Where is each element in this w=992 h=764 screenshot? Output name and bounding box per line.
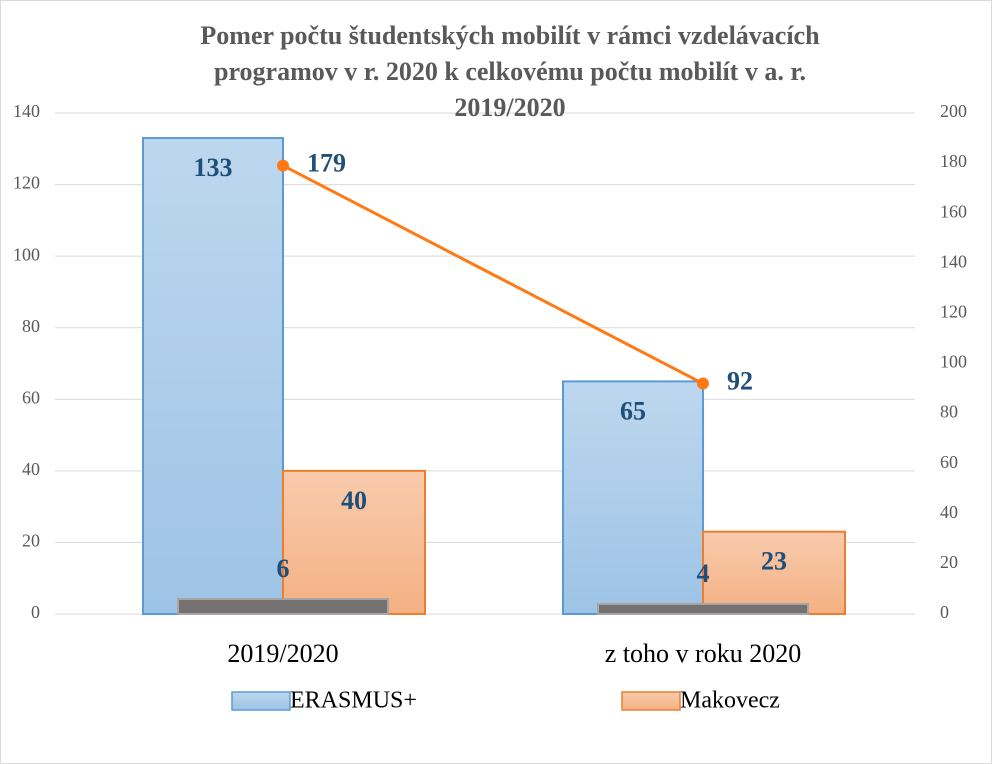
data-label: 6 — [277, 554, 290, 583]
y2-tick-label: 140 — [940, 251, 967, 271]
bar — [177, 597, 389, 615]
y-tick-label: 60 — [22, 387, 40, 407]
y2-tick-label: 60 — [940, 452, 958, 472]
data-label: 65 — [620, 396, 646, 425]
y-tick-label: 140 — [13, 101, 40, 121]
legend-swatch — [621, 691, 681, 711]
chart-title: programov v r. 2020 k celkovému počtu mo… — [214, 57, 806, 86]
data-label: 92 — [727, 367, 753, 396]
chart-title: 2019/2020 — [454, 93, 565, 122]
y2-tick-label: 160 — [940, 201, 967, 221]
y-tick-label: 100 — [13, 244, 40, 264]
y-tick-label: 0 — [31, 602, 40, 622]
data-label: 179 — [307, 149, 346, 178]
bar — [702, 530, 846, 616]
legend-swatch — [231, 691, 291, 711]
data-label: 4 — [697, 559, 710, 588]
y-tick-label: 120 — [13, 173, 40, 193]
line-point — [697, 377, 709, 390]
y2-tick-label: 80 — [940, 402, 958, 422]
data-label: 40 — [341, 486, 367, 515]
chart-title: Pomer počtu študentských mobilít v rámci… — [200, 21, 820, 50]
bar — [142, 137, 284, 616]
y-tick-label: 40 — [22, 459, 40, 479]
bar — [597, 602, 809, 615]
data-label: 23 — [761, 547, 787, 576]
data-label: 133 — [194, 153, 233, 182]
line — [282, 164, 704, 385]
x-tick-label: z toho v roku 2020 — [605, 639, 801, 668]
legend-label: Makovecz — [680, 688, 780, 714]
bar — [282, 469, 426, 615]
y2-tick-label: 180 — [940, 151, 967, 171]
y-tick-label: 80 — [22, 316, 40, 336]
bar — [562, 380, 704, 615]
y2-tick-label: 100 — [940, 352, 967, 372]
y2-tick-label: 200 — [940, 101, 967, 121]
y2-tick-label: 20 — [940, 552, 958, 572]
line-point — [277, 159, 289, 172]
legend-label: ERASMUS+ — [290, 688, 417, 714]
y-tick-label: 20 — [22, 531, 40, 551]
y2-tick-label: 0 — [940, 602, 949, 622]
y2-tick-label: 120 — [940, 302, 967, 322]
y2-tick-label: 40 — [940, 502, 958, 522]
x-tick-label: 2019/2020 — [227, 639, 338, 668]
